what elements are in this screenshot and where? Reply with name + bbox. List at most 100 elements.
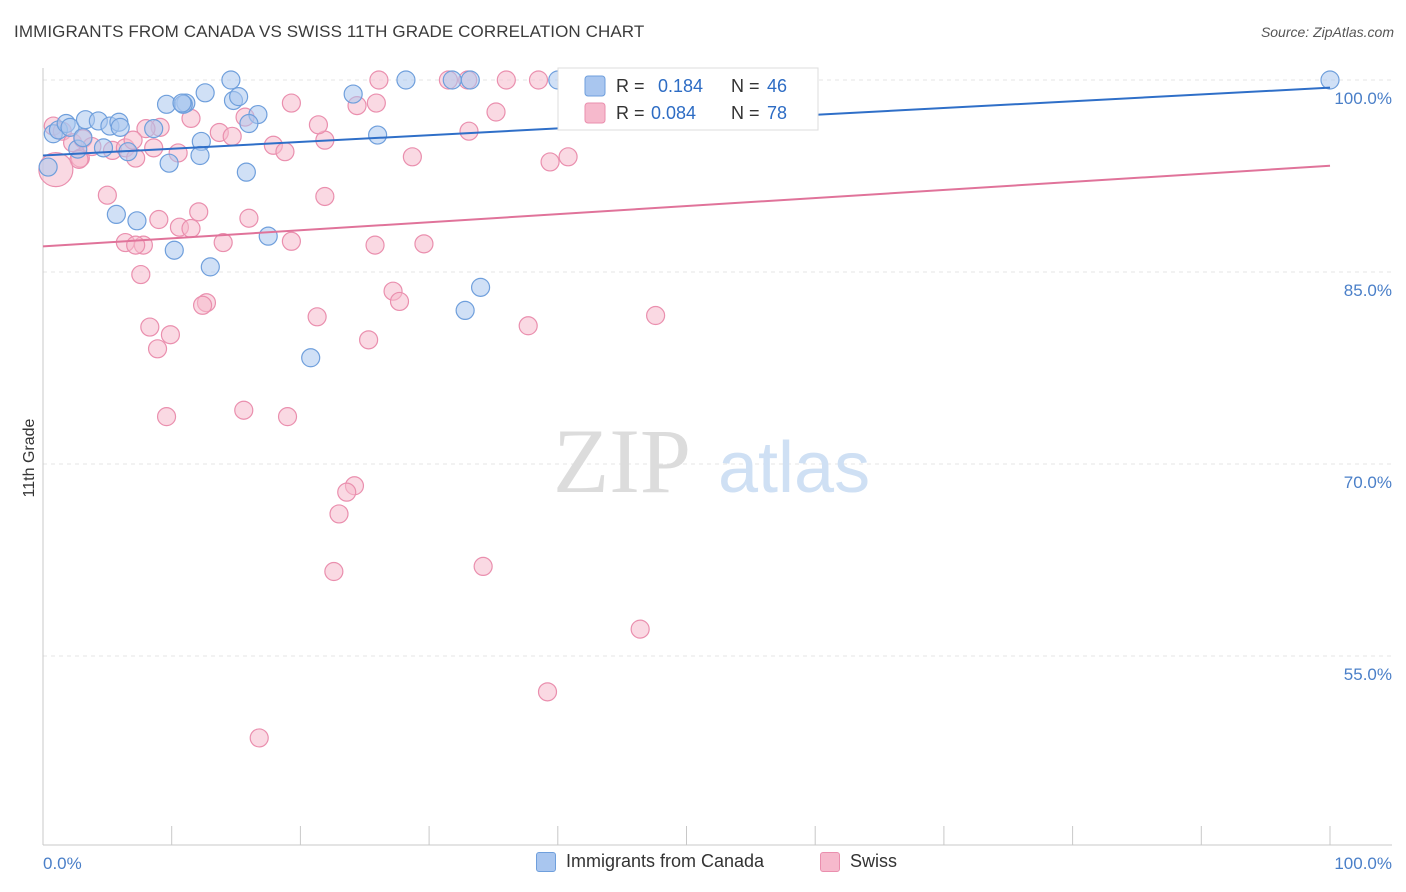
- canada-point[interactable]: [200, 257, 220, 277]
- canada-points: [38, 70, 1340, 368]
- swiss-point[interactable]: [144, 138, 164, 158]
- canada-point[interactable]: [1320, 70, 1340, 90]
- canada-point[interactable]: [38, 157, 58, 177]
- swiss-point[interactable]: [131, 264, 151, 285]
- swiss-point[interactable]: [486, 102, 506, 122]
- y-tick-label: 70.0%: [1344, 473, 1392, 492]
- canada-point[interactable]: [144, 119, 164, 139]
- swiss-point[interactable]: [337, 482, 357, 502]
- canada-point[interactable]: [221, 70, 241, 90]
- legend-item-canada[interactable]: Immigrants from Canada: [536, 851, 764, 872]
- swiss-point[interactable]: [359, 330, 379, 350]
- canada-point[interactable]: [106, 204, 126, 224]
- canada-point[interactable]: [396, 70, 416, 90]
- swiss-point[interactable]: [156, 407, 177, 427]
- swiss-point[interactable]: [281, 93, 301, 113]
- legend-swatch-canada: [584, 75, 606, 97]
- swiss-point[interactable]: [389, 291, 410, 312]
- swiss-point[interactable]: [189, 202, 209, 222]
- y-tick-label: 100.0%: [1334, 89, 1392, 108]
- swiss-point[interactable]: [147, 339, 168, 359]
- swiss-point[interactable]: [366, 93, 386, 113]
- canada-point[interactable]: [236, 162, 256, 182]
- canada-point[interactable]: [159, 153, 179, 173]
- swiss-point[interactable]: [414, 234, 434, 254]
- swiss-point[interactable]: [192, 295, 213, 315]
- swiss-point[interactable]: [213, 232, 233, 253]
- series-legend: Immigrants from Canada Swiss: [0, 851, 1406, 881]
- swiss-point[interactable]: [126, 235, 146, 255]
- canada-point[interactable]: [343, 84, 363, 104]
- swiss-point[interactable]: [239, 208, 259, 228]
- swiss-point[interactable]: [277, 407, 298, 427]
- canada-point[interactable]: [301, 348, 321, 368]
- y-tick-label: 55.0%: [1344, 665, 1392, 684]
- swiss-point[interactable]: [249, 728, 269, 748]
- swiss-point[interactable]: [281, 231, 301, 251]
- legend-r-value-canada: 0.184: [658, 76, 703, 96]
- swiss-point[interactable]: [646, 305, 666, 326]
- swiss-point[interactable]: [537, 682, 558, 702]
- y-tick-labels: 55.0% 70.0% 85.0% 100.0%: [1334, 89, 1392, 684]
- canada-point[interactable]: [368, 125, 388, 145]
- swiss-point[interactable]: [496, 70, 516, 90]
- legend-r-label-canada: R =: [616, 76, 645, 96]
- swiss-point[interactable]: [329, 504, 349, 524]
- swiss-point[interactable]: [473, 556, 493, 577]
- swiss-point[interactable]: [369, 70, 389, 90]
- swiss-point[interactable]: [540, 152, 560, 172]
- swiss-point[interactable]: [558, 147, 578, 167]
- stats-legend: R = 0.184 N = 46 R = 0.084 N = 78: [557, 67, 819, 131]
- swiss-point[interactable]: [275, 142, 295, 162]
- canada-point[interactable]: [195, 83, 215, 103]
- canada-point[interactable]: [239, 113, 259, 134]
- swiss-point[interactable]: [307, 307, 327, 327]
- canada-point[interactable]: [442, 70, 462, 90]
- swiss-point[interactable]: [160, 325, 181, 345]
- canada-point[interactable]: [73, 128, 93, 148]
- canada-point[interactable]: [455, 300, 475, 320]
- canada-point[interactable]: [470, 277, 491, 297]
- swiss-point[interactable]: [459, 121, 479, 141]
- swiss-point[interactable]: [222, 126, 242, 146]
- legend-item-swiss[interactable]: Swiss: [820, 851, 897, 872]
- swiss-point[interactable]: [630, 619, 650, 639]
- x-tick-label-max: 100.0%: [1334, 854, 1392, 873]
- swiss-point[interactable]: [528, 70, 549, 90]
- legend-r-label-swiss: R =: [616, 103, 645, 123]
- canada-point[interactable]: [164, 240, 184, 260]
- legend-label-canada: Immigrants from Canada: [566, 851, 765, 871]
- canada-point[interactable]: [93, 138, 114, 158]
- canada-point[interactable]: [258, 226, 278, 246]
- watermark: ZIP atlas: [553, 410, 870, 512]
- canada-point[interactable]: [110, 117, 130, 137]
- swiss-point[interactable]: [324, 561, 344, 582]
- watermark-zip: ZIP: [553, 410, 691, 512]
- swiss-trend-line: [42, 164, 1331, 248]
- swiss-points: [38, 70, 727, 748]
- swiss-point[interactable]: [181, 218, 201, 239]
- legend-n-label-canada: N =: [731, 76, 760, 96]
- swiss-point[interactable]: [315, 186, 335, 207]
- swiss-point[interactable]: [97, 185, 117, 205]
- chart-title: IMMIGRANTS FROM CANADA VS SWISS 11TH GRA…: [14, 22, 645, 41]
- y-tick-label: 85.0%: [1344, 281, 1392, 300]
- axes: [42, 68, 1392, 846]
- swiss-point[interactable]: [518, 316, 538, 336]
- legend-label-swiss: Swiss: [850, 851, 898, 871]
- swiss-point[interactable]: [234, 400, 254, 420]
- canada-point[interactable]: [190, 145, 210, 166]
- canada-point[interactable]: [460, 70, 480, 90]
- swiss-point[interactable]: [149, 209, 169, 230]
- canada-point[interactable]: [127, 211, 147, 231]
- canada-point[interactable]: [172, 93, 192, 113]
- swiss-point[interactable]: [365, 235, 385, 255]
- canada-point[interactable]: [229, 87, 249, 107]
- y-axis-label: 11th Grade: [21, 418, 38, 497]
- x-tick-label-min: 0.0%: [43, 854, 82, 873]
- swiss-point[interactable]: [402, 147, 422, 167]
- swiss-point[interactable]: [140, 317, 160, 337]
- canada-point[interactable]: [60, 117, 80, 137]
- legend-swatch-swiss: [584, 102, 606, 124]
- swiss-point[interactable]: [308, 115, 329, 135]
